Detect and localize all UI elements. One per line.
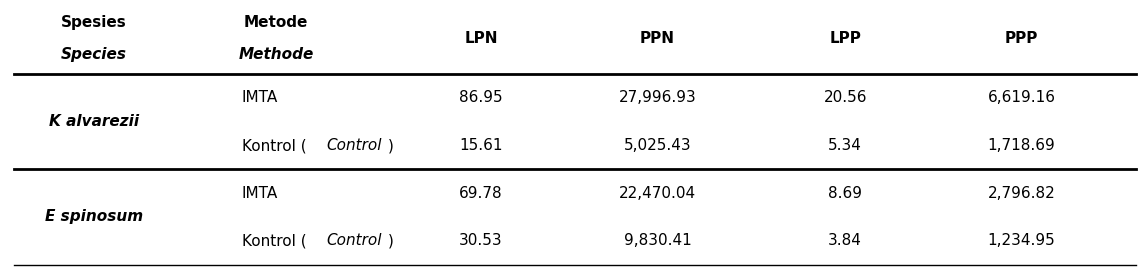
Text: 69.78: 69.78 xyxy=(459,186,502,201)
Text: ): ) xyxy=(388,233,394,248)
Text: Metode: Metode xyxy=(244,15,308,30)
Text: ): ) xyxy=(388,138,394,153)
Text: 8.69: 8.69 xyxy=(828,186,863,201)
Text: 1,234.95: 1,234.95 xyxy=(987,233,1056,248)
Text: Kontrol (: Kontrol ( xyxy=(241,233,307,248)
Text: PPP: PPP xyxy=(1004,31,1039,46)
Text: 1,718.69: 1,718.69 xyxy=(987,138,1056,153)
Text: Spesies: Spesies xyxy=(61,15,127,30)
Text: Species: Species xyxy=(61,47,127,62)
Text: 30.53: 30.53 xyxy=(459,233,502,248)
Text: LPP: LPP xyxy=(829,31,861,46)
Text: E spinosum: E spinosum xyxy=(45,210,143,224)
Text: PPN: PPN xyxy=(639,31,675,46)
Text: 5,025.43: 5,025.43 xyxy=(623,138,691,153)
Text: K alvarezii: K alvarezii xyxy=(49,114,138,129)
Text: Control: Control xyxy=(326,233,382,248)
Text: 86.95: 86.95 xyxy=(459,90,502,106)
Text: LPN: LPN xyxy=(464,31,498,46)
Text: 22,470.04: 22,470.04 xyxy=(619,186,696,201)
Text: 5.34: 5.34 xyxy=(828,138,863,153)
Text: 6,619.16: 6,619.16 xyxy=(987,90,1056,106)
Text: IMTA: IMTA xyxy=(241,186,278,201)
Text: Methode: Methode xyxy=(238,47,313,62)
Text: 15.61: 15.61 xyxy=(459,138,502,153)
Text: 27,996.93: 27,996.93 xyxy=(619,90,697,106)
Text: 9,830.41: 9,830.41 xyxy=(623,233,691,248)
Text: 2,796.82: 2,796.82 xyxy=(987,186,1056,201)
Text: Kontrol (: Kontrol ( xyxy=(241,138,307,153)
Text: Control: Control xyxy=(326,138,382,153)
Text: 20.56: 20.56 xyxy=(824,90,867,106)
Text: IMTA: IMTA xyxy=(241,90,278,106)
Text: 3.84: 3.84 xyxy=(828,233,863,248)
